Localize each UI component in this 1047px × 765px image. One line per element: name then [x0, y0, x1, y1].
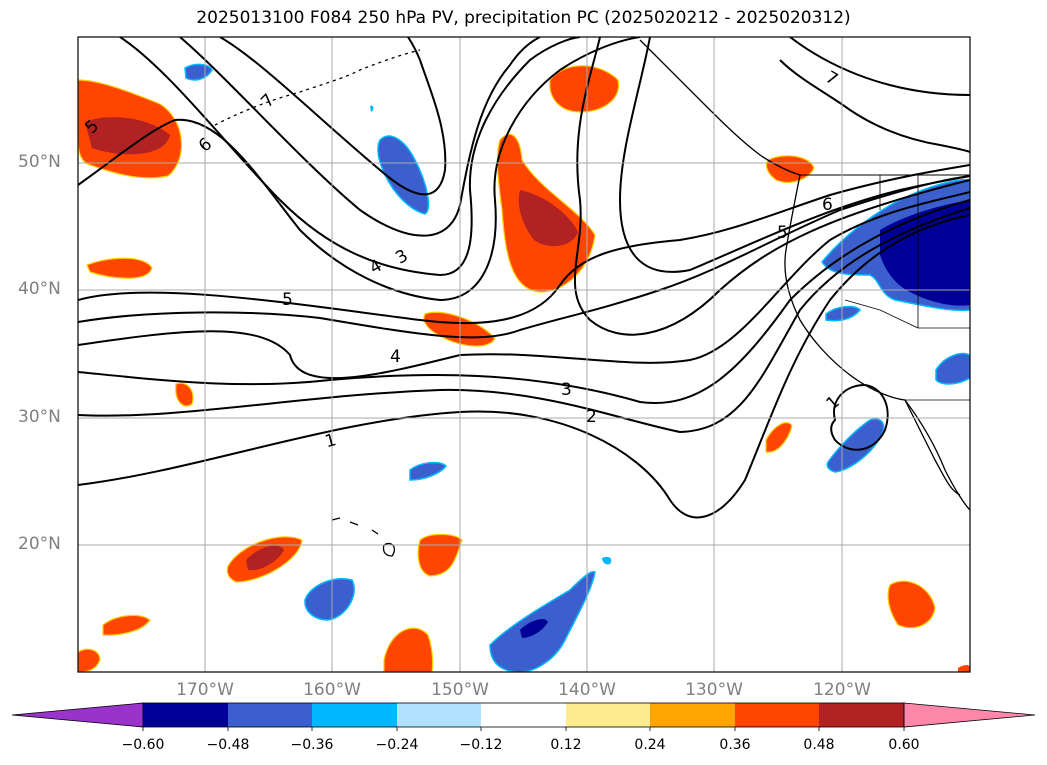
lon-label-170w: 170°W [176, 680, 234, 700]
colorbar-segment [566, 703, 650, 727]
colorbar-segment [397, 703, 481, 727]
lat-label-30n: 30°N [18, 407, 61, 427]
graticule [78, 37, 970, 672]
lon-label-150w: 150°W [431, 680, 489, 700]
precip-blob [86, 257, 153, 279]
contour-label: 4 [366, 256, 385, 279]
colorbar-segment [819, 703, 904, 727]
contour-label: 2 [586, 407, 597, 427]
contour-label: 5 [282, 290, 293, 310]
contour-label: 5 [777, 223, 788, 243]
pv-contours [78, 37, 970, 519]
contour-label: 7 [822, 67, 841, 90]
colorbar-tick-label: −0.48 [206, 737, 250, 753]
precip-blob [520, 619, 548, 638]
pv-contour-line [618, 37, 970, 273]
pv-contour-line [119, 37, 581, 277]
precip-blob [409, 461, 447, 481]
contour-labels: 5 6 7 7 6 5 4 3 5 4 3 2 1 1 [81, 67, 843, 452]
contour-label: 3 [392, 246, 411, 269]
contour-label: 6 [822, 195, 833, 215]
colorbar-tick-label: −0.60 [121, 737, 165, 753]
colorbar-segment [735, 703, 819, 727]
colorbar-segment [650, 703, 735, 727]
pv-contour-line [573, 37, 970, 336]
precip-blob [935, 352, 970, 385]
precip-blob [85, 117, 170, 155]
lon-label-120w: 120°W [813, 680, 871, 700]
precip-blob [304, 578, 355, 621]
state-borders [844, 175, 970, 329]
pv-contour-line [179, 37, 541, 237]
pv-contour-line [830, 383, 889, 451]
precip-blob [246, 545, 284, 571]
pv-contour-line [78, 175, 970, 339]
lon-label-130w: 130°W [685, 680, 743, 700]
lat-label-40n: 40°N [18, 279, 61, 299]
pv-contour-line [78, 207, 970, 434]
colorbar-segment [228, 703, 312, 727]
coastlines [214, 39, 970, 557]
pv-contour-line [78, 37, 641, 302]
precip-blob [175, 382, 194, 407]
precip-blob [518, 190, 578, 247]
colorbar-segment [481, 703, 566, 727]
precip-blob [887, 580, 936, 629]
precip-blob [370, 105, 374, 112]
precip-blob [423, 311, 496, 347]
precip-blob [765, 155, 815, 183]
precip-blob [880, 200, 970, 306]
precip-blob [825, 305, 861, 322]
colorbar-tick-label: −0.24 [375, 737, 419, 753]
coastline-alaska [639, 39, 801, 176]
precip-blob [184, 63, 213, 81]
colorbar-segment [143, 703, 228, 727]
aleutian-islands [214, 49, 421, 126]
lon-label-140w: 140°W [558, 680, 616, 700]
colorbar-extend-min [11, 702, 144, 728]
hawaii-islands [331, 517, 396, 557]
colorbar-tick-label: −0.12 [459, 737, 503, 753]
contour-label: 4 [390, 347, 401, 367]
pv-contour-line [779, 59, 970, 153]
pv-contour-line [789, 37, 970, 96]
colorbar-tick-label: 0.48 [803, 737, 835, 753]
pv-contour-line [78, 191, 970, 380]
lat-label-50n: 50°N [18, 152, 61, 172]
precip-blob [765, 422, 793, 453]
coastline-north-america [784, 174, 970, 511]
lon-label-160w: 160°W [303, 680, 361, 700]
colorbar-extend-max [903, 702, 1036, 728]
contour-label: 3 [561, 380, 572, 400]
map-frame [77, 36, 971, 673]
coastline-baja [904, 399, 961, 496]
precip-blob [549, 65, 620, 113]
precip-blob [958, 665, 970, 672]
lat-label-20n: 20°N [18, 534, 61, 554]
contour-label: 1 [323, 430, 339, 452]
map-title: 2025013100 F084 250 hPa PV, precipitatio… [196, 8, 851, 28]
colorbar-tick-label: 0.24 [634, 737, 666, 753]
contour-label: 7 [257, 90, 279, 112]
precip-blob [383, 627, 434, 672]
precip-positive-anomalies [78, 65, 970, 672]
colorbar [11, 702, 1036, 731]
colorbar-tick-label: −0.36 [290, 737, 334, 753]
colorbar-tick-label: 0.36 [719, 737, 751, 753]
pv-contour-line [219, 37, 447, 196]
colorbar-tick-label: 0.60 [888, 737, 920, 753]
colorbar-segment [312, 703, 397, 727]
colorbar-frame [142, 702, 905, 728]
precip-blob [102, 614, 151, 636]
precip-blob [602, 556, 612, 565]
pv-contour-line [78, 199, 970, 404]
colorbar-tick-label: 0.12 [550, 737, 582, 753]
pv-contour-line [78, 214, 970, 519]
precip-blob [78, 648, 101, 672]
contour-label: 6 [195, 134, 216, 156]
precip-blob [826, 418, 885, 473]
precip-blob [417, 533, 463, 577]
